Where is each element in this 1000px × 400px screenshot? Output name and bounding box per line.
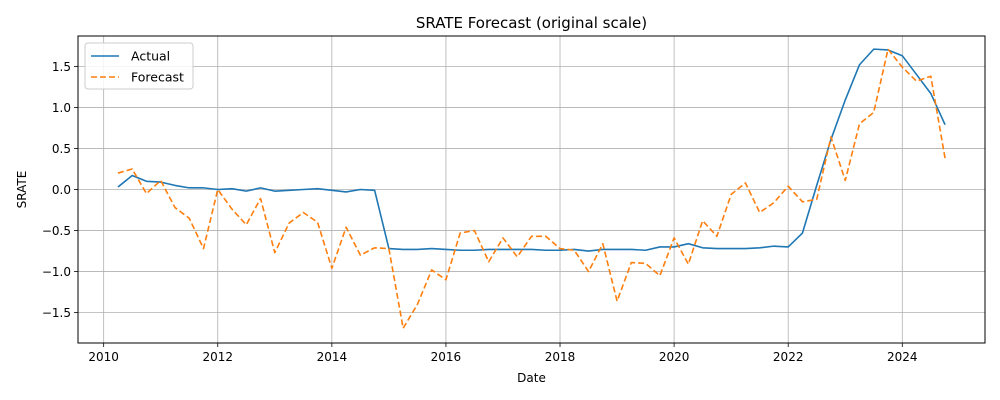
y-tick-label: 0.0 xyxy=(52,183,71,197)
x-tick-label: 2016 xyxy=(431,350,462,364)
x-tick-label: 2022 xyxy=(773,350,804,364)
y-tick-label: −0.5 xyxy=(42,224,71,238)
y-axis-label: SRATE xyxy=(15,171,29,209)
x-tick-label: 2020 xyxy=(659,350,690,364)
y-tick-label: 1.5 xyxy=(52,60,71,74)
series-lines xyxy=(117,48,946,330)
x-tick-label: 2010 xyxy=(88,350,119,364)
chart-title: SRATE Forecast (original scale) xyxy=(416,14,647,32)
series-line-forecast xyxy=(117,48,946,330)
legend-label-forecast: Forecast xyxy=(131,70,184,85)
y-tick-label: −1.5 xyxy=(42,306,71,320)
axis-ticks: 2010 2012 2014 2016 2018 2020 2022 2024 −1.5 −1.0… xyxy=(42,60,918,364)
x-tick-label: 2014 xyxy=(317,350,348,364)
x-axis-label: Date xyxy=(517,371,546,385)
series-line-actual xyxy=(117,48,946,252)
y-tick-label: 1.0 xyxy=(52,101,71,115)
x-tick-label: 2024 xyxy=(887,350,918,364)
legend: Actual Forecast xyxy=(84,42,194,90)
x-tick-label: 2018 xyxy=(545,350,576,364)
x-tick-label: 2012 xyxy=(202,350,233,364)
legend-label-actual: Actual xyxy=(131,49,170,64)
y-tick-label: −1.0 xyxy=(42,265,71,279)
y-tick-label: 0.5 xyxy=(52,142,71,156)
